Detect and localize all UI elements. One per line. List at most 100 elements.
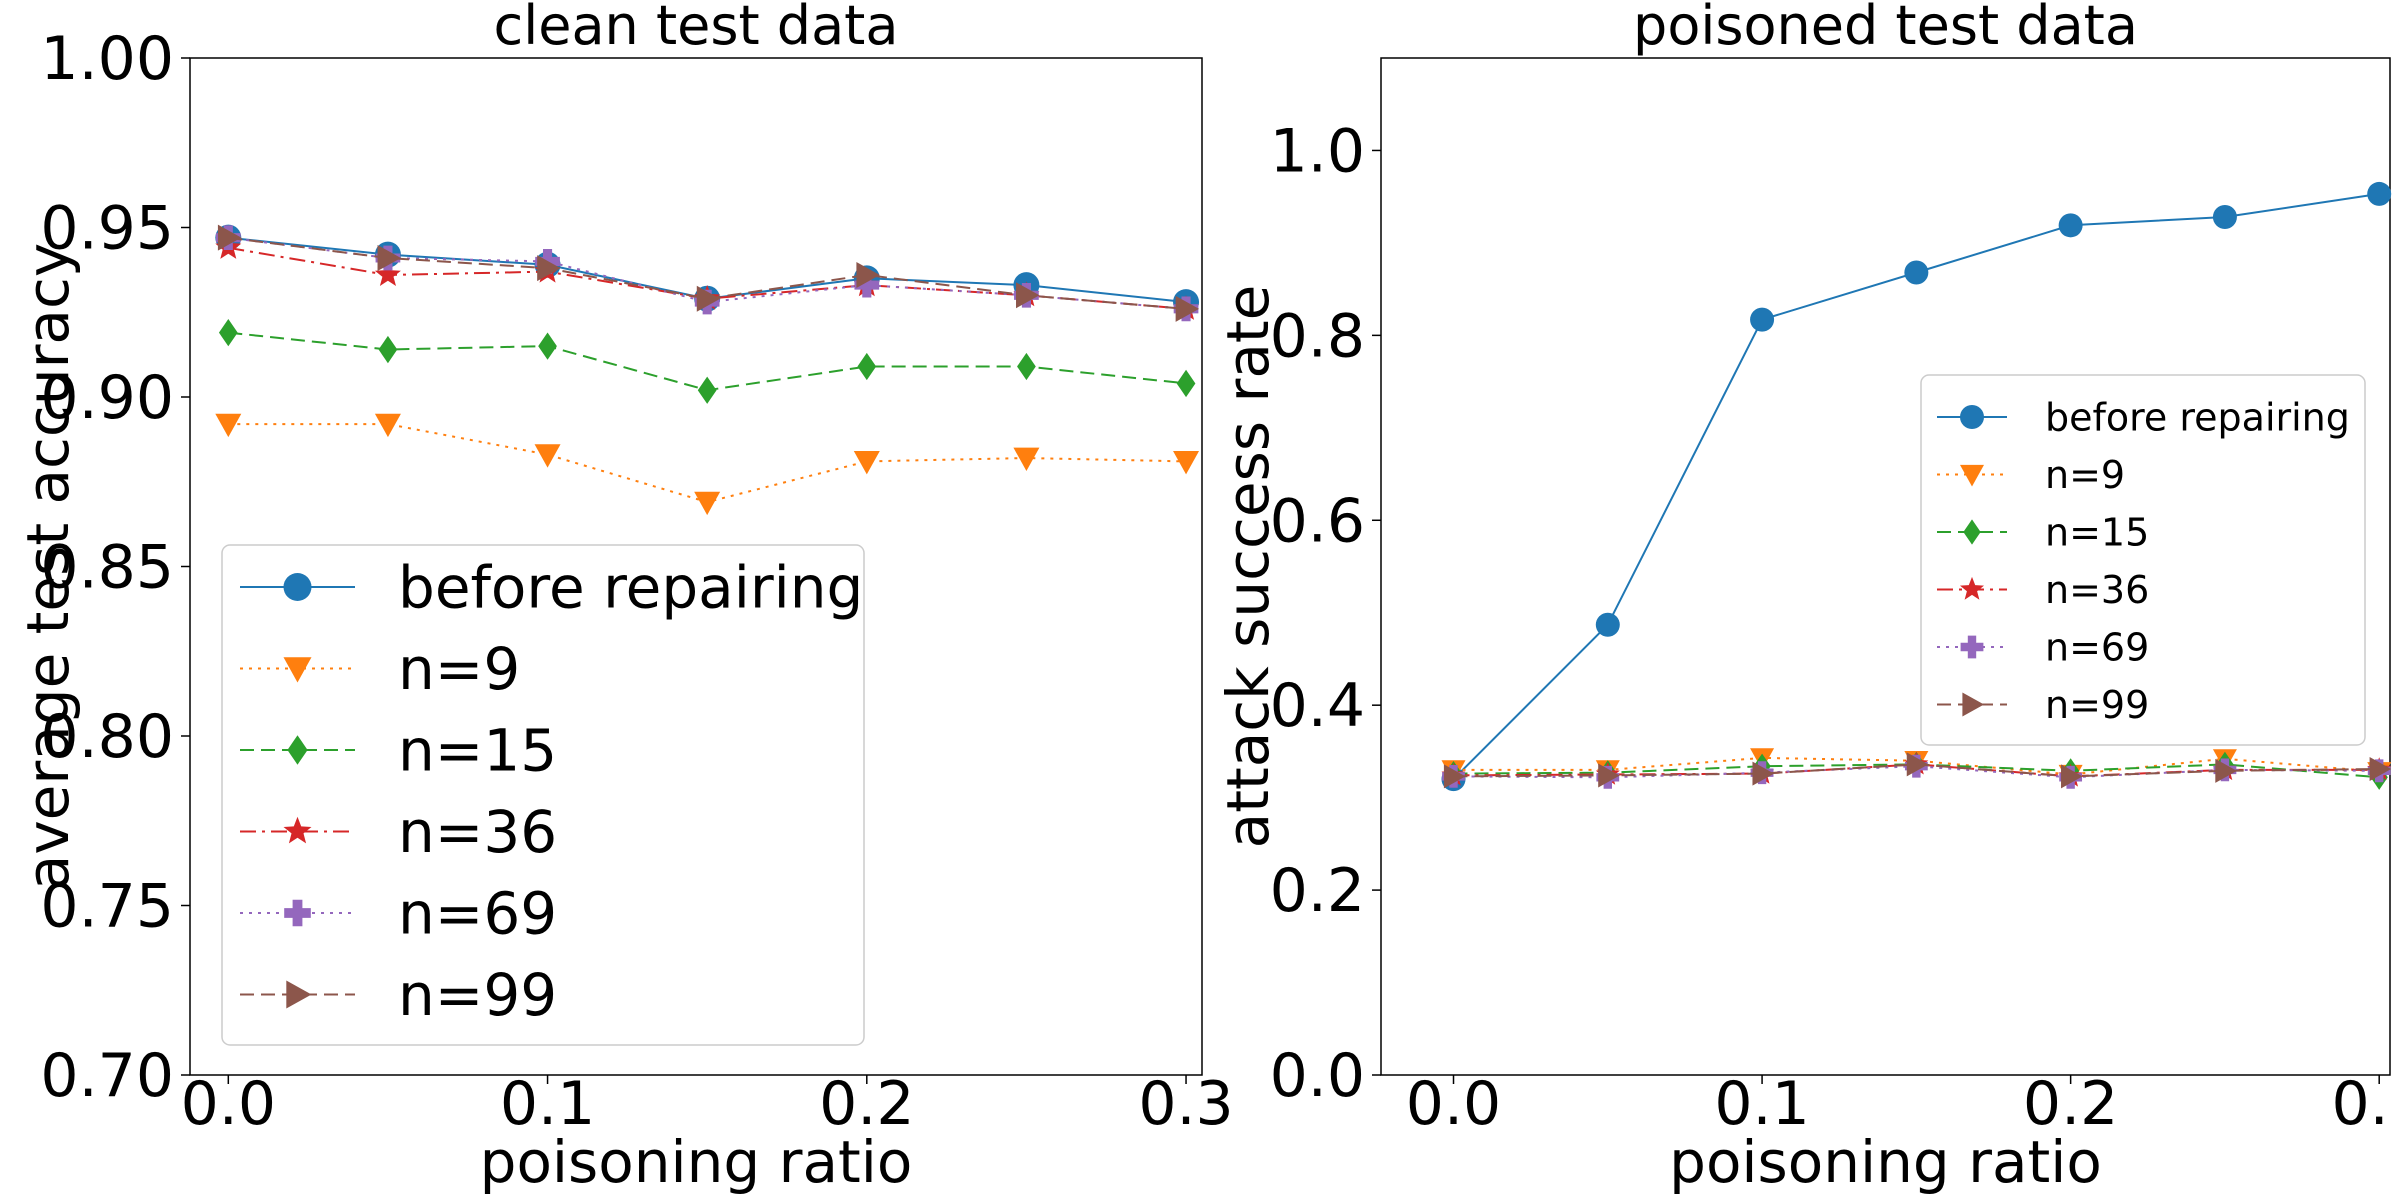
data-point [377,245,401,272]
x-tick-label: 0.0 [181,1069,276,1139]
y-tick-label: 0.85 [40,533,174,603]
legend-label: n=36 [2045,568,2149,612]
legend-marker [1963,519,1981,545]
legend-item: n=36 [240,798,557,866]
legend-marker [1960,464,1984,487]
legend-marker [283,816,312,844]
data-point [1173,451,1200,475]
x-tick-label: 0.3 [2331,1069,2392,1139]
data-point [1176,369,1196,398]
y-tick-label: 0.2 [1270,856,1365,926]
legend-marker [287,735,308,765]
legend-label: n=69 [2045,625,2149,669]
y-tick-label: 0.6 [1270,486,1365,556]
legend-label: n=9 [398,635,520,703]
legend-label: n=15 [398,716,557,784]
y-tick-label: 0.70 [40,1041,174,1111]
x-tick-label: 0.3 [1138,1069,1233,1139]
legend-item: n=9 [240,635,520,703]
data-point [857,352,877,381]
data-point [854,272,880,298]
data-point [2212,205,2237,230]
y-tick-label: 0.95 [40,194,174,264]
chart-title: poisoned test data [1633,0,2138,57]
legend-label: n=99 [2045,683,2149,727]
legend-item: before repairing [1937,395,2350,439]
series-n-99 [1443,752,2392,789]
data-point [1906,752,1929,777]
data-point [1175,295,1200,322]
data-point [1595,612,1620,637]
panel-1: clean test data 0.0 0.1 0.2 0.3 0.70 0.75 0.80 0… [14,0,1234,1196]
data-point [697,376,717,404]
legend-marker [1960,635,1984,659]
data-point [1598,763,1620,788]
legend-marker [284,899,311,927]
chart-title: clean test data [494,0,899,57]
legend-box [1920,374,2366,746]
legend-marker [283,657,312,683]
x-tick-label: 0.1 [1714,1069,1809,1139]
legend-label: n=36 [398,798,557,866]
data-point [217,224,242,251]
data-point [856,261,880,288]
data-point [2367,181,2392,206]
plot-area [215,224,1200,516]
y-tick-label: 0.8 [1270,301,1365,371]
legend-label: before repairing [398,553,863,621]
x-tick-label: 0.2 [2023,1069,2118,1139]
data-point [538,332,557,360]
legend-label: n=15 [2045,510,2149,554]
legend-marker [286,980,312,1009]
legend-marker [1960,405,1984,429]
legend-item: n=15 [240,716,557,784]
data-point [2215,758,2237,783]
data-point [374,261,401,286]
data-point [1904,260,1929,285]
series-n-9 [215,413,1200,516]
x-axis-label: poisoning ratio [480,1128,913,1196]
legend-item: n=36 [1937,568,2149,612]
y-tick-label: 1.0 [1270,116,1365,186]
data-point [1752,761,1775,786]
data-point [696,285,721,312]
legend-label: n=69 [398,879,557,947]
legend-item: n=99 [240,961,557,1029]
legend-label: before repairing [2045,395,2350,439]
legend-box [221,544,865,1046]
legend-item: n=15 [1937,510,2149,554]
legend-marker [1962,692,1984,717]
y-tick-label: 0.90 [40,363,174,433]
data-point [1016,282,1040,309]
data-point [694,491,721,516]
legend: before repairing n=9 n=15 n=36 n=69 n=99 [221,544,865,1046]
data-point [1443,764,1466,789]
y-tick-label: 0.80 [40,702,174,772]
axes-frame [1380,57,2391,1076]
panels: clean test data 0.0 0.1 0.2 0.3 0.70 0.75 0.80 0… [14,0,2392,1196]
panel-2: poisoned test data 0.0 0.1 0.2 0.3 0.0 0.2 0.4 0… [1214,0,2392,1196]
legend-item: n=69 [1937,625,2149,669]
data-point [1017,352,1036,381]
legend: before repairing n=9 n=15 n=36 n=69 n=99 [1920,374,2366,746]
data-point [1750,307,1775,332]
legend-label: n=99 [398,961,557,1029]
legend-label: n=9 [2045,453,2125,497]
series-n-99 [217,224,1200,322]
x-tick-label: 0.2 [819,1069,914,1139]
x-tick-label: 0.0 [1406,1069,1501,1139]
data-point [2061,764,2083,789]
data-point [2369,756,2392,781]
data-point [853,451,880,475]
legend-item: n=99 [1937,683,2149,727]
y-axis-label: average test accuracy [14,243,82,890]
y-tick-label: 0.75 [40,872,174,942]
data-point [218,318,238,347]
x-axis-label: poisoning ratio [1669,1128,2102,1196]
y-tick-label: 0.0 [1270,1041,1365,1111]
series-n-15 [218,318,1196,404]
legend-item: before repairing [240,553,863,621]
y-tick-label: 0.4 [1270,671,1365,741]
legend-item: n=9 [1937,453,2125,497]
